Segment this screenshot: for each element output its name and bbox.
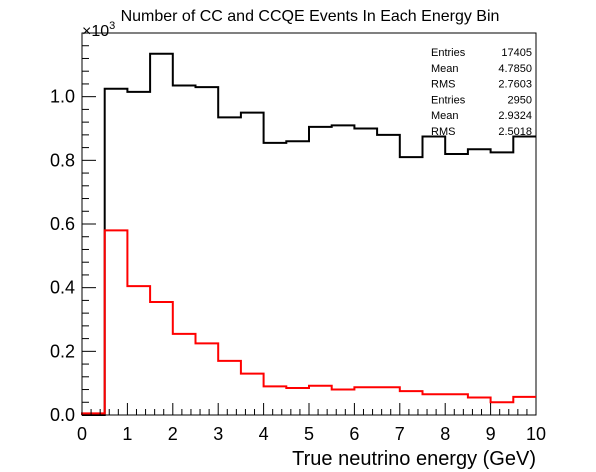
axes: 0 1 2 3 4 5 6 7 8 9 10 0.0 0.2 0.4 0.6 0.8 1.0 ×103 (50, 20, 546, 444)
stats-value: 17405 (501, 47, 532, 59)
x-tick-label: 8 (440, 424, 450, 444)
stats-value: 2950 (508, 94, 532, 106)
y-axis-multiplier-exponent: 3 (109, 20, 115, 32)
stats-value: 2.9324 (498, 110, 532, 122)
y-axis-multiplier: ×103 (82, 20, 115, 40)
x-tick-label: 5 (304, 424, 314, 444)
histogram-line-0 (82, 52, 536, 416)
x-tick-label: 4 (259, 424, 269, 444)
x-tick-label: 1 (122, 424, 132, 444)
histogram-line-1 (81, 229, 536, 415)
x-tick-label: 7 (395, 424, 405, 444)
x-tick-label: 0 (77, 424, 87, 444)
stats-label: Mean (431, 63, 459, 75)
stats-value: 2.7603 (498, 79, 532, 91)
x-tick-label: 2 (168, 424, 178, 444)
y-tick-label: 1.0 (50, 87, 75, 107)
y-tick-label: 0.2 (50, 341, 75, 361)
x-tick-label: 9 (486, 424, 496, 444)
stats-label: RMS (431, 79, 455, 91)
y-tick-label: 0.4 (50, 278, 75, 298)
stats-value: 2.5018 (498, 126, 532, 138)
stats-value: 4.7850 (498, 63, 532, 75)
x-tick-label: 6 (349, 424, 359, 444)
chart-title: Number of CC and CCQE Events In Each Ene… (121, 8, 500, 25)
y-tick-label: 0.0 (50, 405, 75, 425)
stats-box: Entries 17405 Mean 4.7850 RMS 2.7603 Entries 29… (431, 47, 532, 138)
x-tick-label: 10 (526, 424, 546, 444)
histogram-series (81, 52, 536, 416)
x-axis-label: True neutrino energy (GeV) (292, 448, 536, 470)
x-tick-label: 3 (213, 424, 223, 444)
y-tick-label: 0.6 (50, 214, 75, 234)
y-tick-label: 0.8 (50, 150, 75, 170)
stats-label: Mean (431, 110, 459, 122)
stats-label: Entries (431, 47, 466, 59)
stats-label: Entries (431, 94, 466, 106)
stats-label: RMS (431, 126, 455, 138)
